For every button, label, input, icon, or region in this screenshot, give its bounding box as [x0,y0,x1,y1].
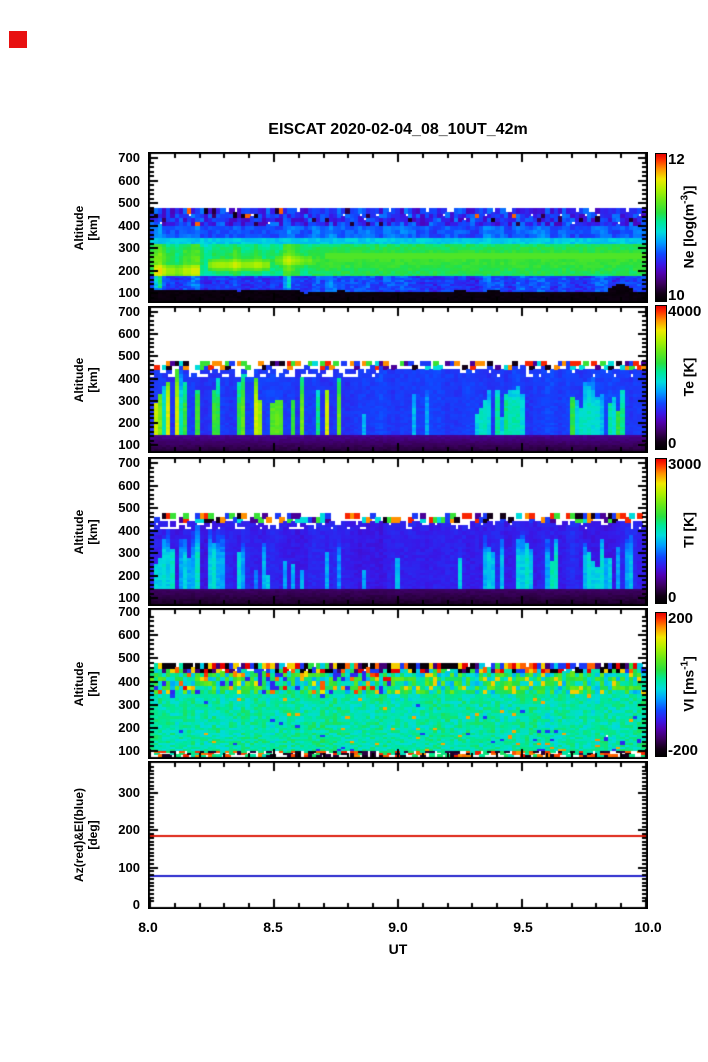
y-tick-label: 100 [118,437,140,452]
ti-colorbar-title: TI [K] [680,512,697,548]
y-tick-label: 200 [118,415,140,430]
y-tick-label: 100 [118,860,140,875]
y-tick-label: 600 [118,478,140,493]
y-tick-label: 0 [132,897,140,912]
y-tick-label: 300 [118,240,140,255]
y-tick-label: 300 [118,393,140,408]
x-tick-label: 9.0 [388,919,408,935]
x-tick-label: 8.5 [263,919,283,935]
te-colorbar-min-label: 0 [668,435,677,452]
y-tick-label: 600 [118,173,140,188]
y-tick-label: 400 [118,674,140,689]
vi-colorbar [655,612,667,757]
y-tick-label: 500 [118,348,140,363]
ne-heatmap-canvas [148,152,648,303]
y-tick-label: 400 [118,218,140,233]
y-tick-label: 200 [118,568,140,583]
x-tick-label: 9.5 [513,919,533,935]
y-tick-label: 100 [118,743,140,758]
y-tick-label: 700 [118,304,140,319]
y-tick-label: 600 [118,627,140,642]
te-colorbar [655,305,667,450]
vi-colorbar-max-label: 200 [668,610,694,627]
y-tick-label: 300 [118,785,140,800]
ne-colorbar-max-label: 12 [668,151,685,168]
y-tick-label: 500 [118,650,140,665]
y-tick-label: 600 [118,326,140,341]
ne-colorbar [655,153,667,302]
y-tick-label: 400 [118,371,140,386]
ti-colorbar-max-label: 3000 [668,456,702,473]
y-tick-label: 700 [118,455,140,470]
x-tick-label: 8.0 [138,919,158,935]
ti-colorbar-min-label: 0 [668,589,677,606]
y-tick-label: 200 [118,720,140,735]
y-tick-label: 500 [118,195,140,210]
y-tick-label: 700 [118,150,140,165]
ne-colorbar-min-label: 10 [668,287,685,304]
x-axis-label: UT [388,941,408,957]
te-heatmap-canvas [148,306,648,453]
y-tick-label: 500 [118,500,140,515]
y-tick-label: 700 [118,604,140,619]
vi-colorbar-title: VI [ms-1] [679,655,697,712]
y-tick-label: 300 [118,545,140,560]
y-tick-label: 400 [118,523,140,538]
y-tick-label: 100 [118,590,140,605]
y-tick-label: 100 [118,285,140,300]
y-tick-label: 200 [118,263,140,278]
ti-colorbar [655,458,667,604]
azel-y-axis-label: Az(red)&El(blue) [deg] [72,788,100,882]
vi-heatmap-canvas [148,608,648,759]
y-tick-label: 300 [118,697,140,712]
te-colorbar-max-label: 4000 [668,303,702,320]
x-tick-label: 10.0 [634,919,662,935]
ti-heatmap-canvas [148,457,648,606]
y-tick-label: 200 [118,822,140,837]
corner-marker [9,31,27,48]
page-title: EISCAT 2020-02-04_08_10UT_42m [268,121,528,138]
vi-colorbar-min-label: -200 [668,742,699,759]
azel-line-canvas [148,761,648,909]
